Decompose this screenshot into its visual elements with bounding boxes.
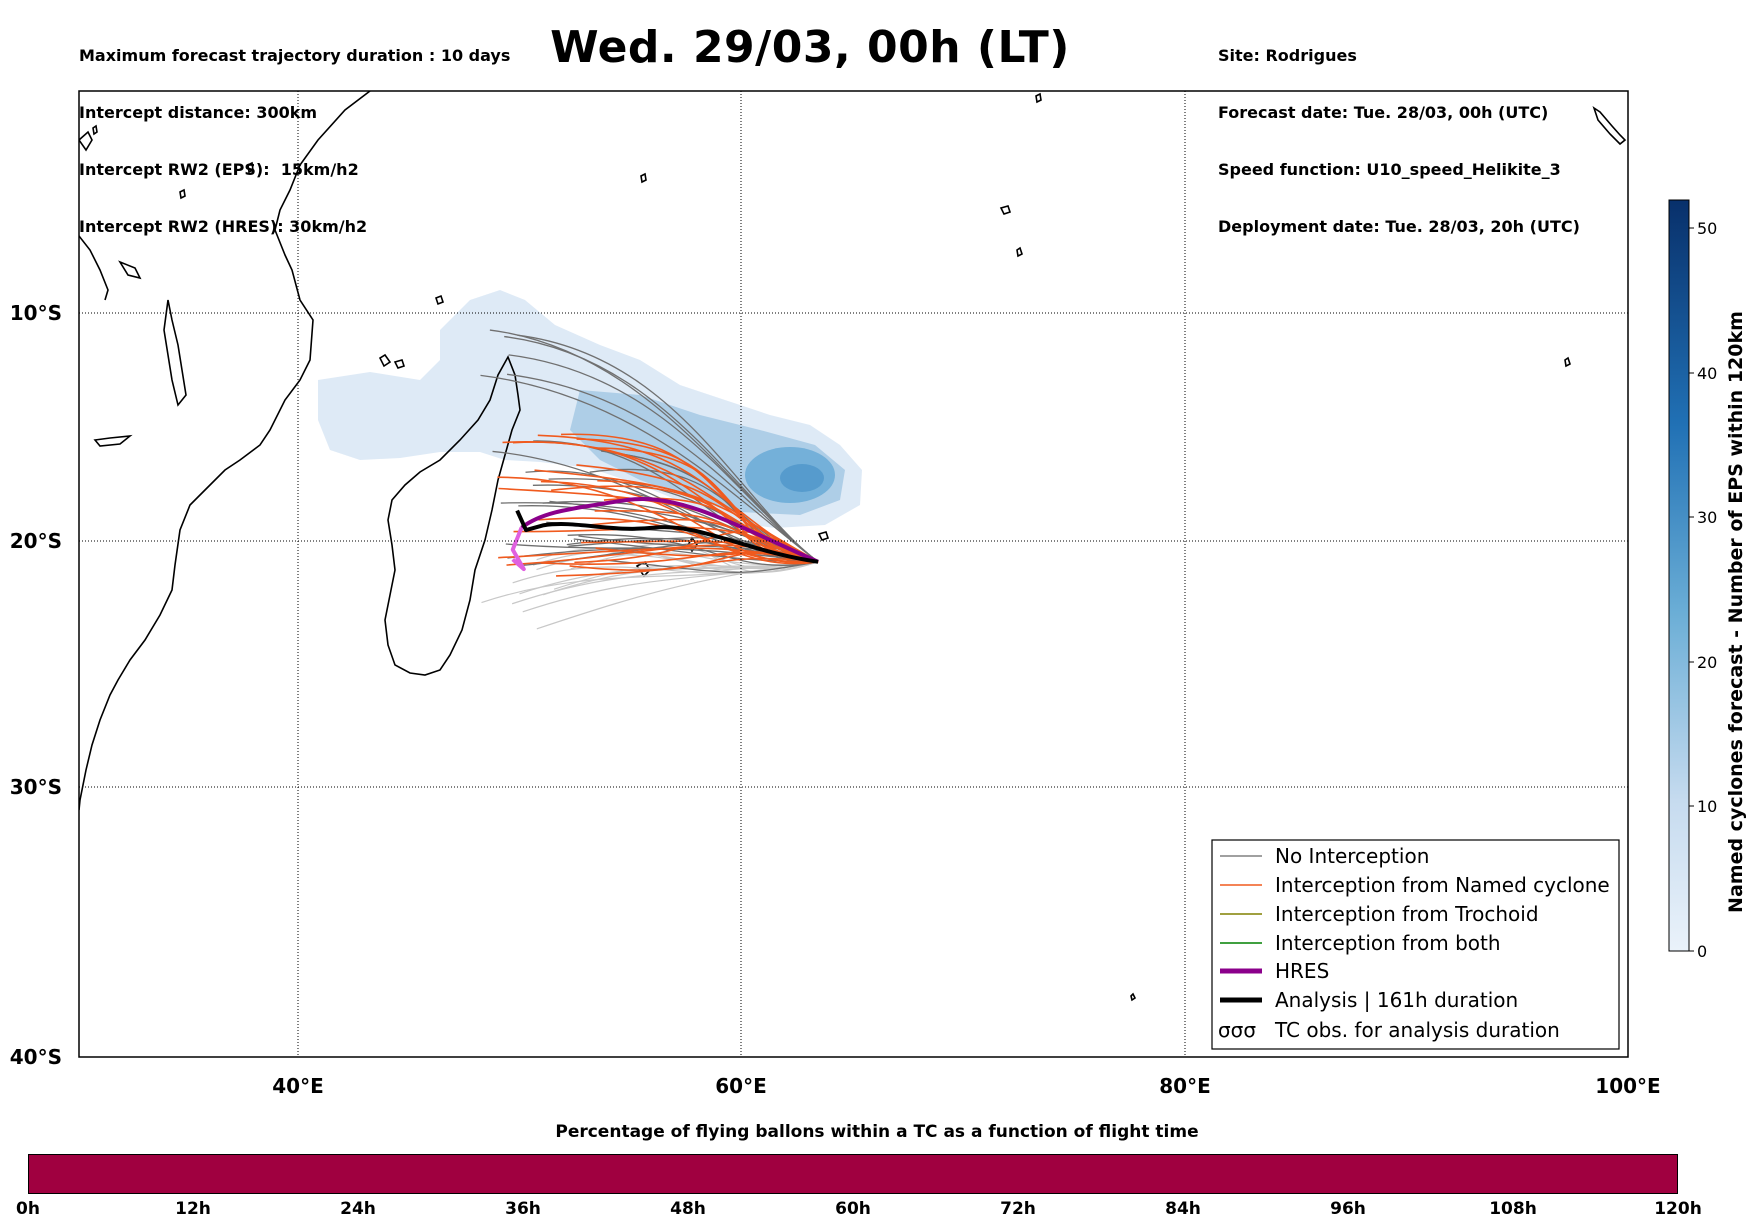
lon-tick: 40°E (272, 1074, 324, 1098)
info-line: Site: Rodrigues (1218, 46, 1357, 65)
trajectory-line (512, 441, 819, 563)
trajectory-line (567, 534, 819, 566)
trajectory-line (522, 561, 819, 613)
trajectory-line (506, 544, 819, 566)
page-title: Wed. 29/03, 00h (LT) (550, 22, 1070, 73)
timebar-tick: 108h (1489, 1199, 1537, 1219)
trajectories (480, 329, 819, 630)
legend-label: No Interception (1275, 844, 1429, 868)
lat-tick: 10°S (10, 301, 62, 325)
colorbar-tick: 0 (1697, 942, 1707, 961)
legend-label: Interception from Trochoid (1275, 902, 1539, 926)
trajectory-line (480, 374, 819, 563)
colorbar: 0 10 20 30 40 50 Named cyclones forecast… (1668, 199, 1747, 961)
timebar-tick: 84h (1165, 1199, 1201, 1219)
timebar-tick: 36h (505, 1199, 541, 1219)
info-line: Forecast date: Tue. 28/03, 00h (UTC) (1218, 103, 1549, 122)
lat-tick: 20°S (10, 529, 62, 553)
info-line: Maximum forecast trajectory duration : 1… (79, 46, 511, 65)
timebar-ticks: 0h 12h 24h 36h 48h 60h 72h 84h 96h 108h 120h (0, 1199, 1754, 1223)
colorbar-label: Named cyclones forecast - Number of EPS … (1725, 311, 1747, 913)
colorbar-tick: 50 (1697, 219, 1717, 238)
timebar-title: Percentage of flying ballons within a TC… (555, 1122, 1199, 1142)
timebar-tick: 120h (1654, 1199, 1702, 1219)
lon-tick: 80°E (1159, 1074, 1211, 1098)
colorbar-tick: 10 (1697, 797, 1717, 816)
analysis-track (515, 509, 819, 564)
info-line: Intercept distance: 300km (79, 103, 318, 122)
trajectory-line (606, 559, 819, 573)
colorbar-tick: 20 (1697, 653, 1717, 672)
site-info: Site: Rodrigues Forecast date: Tue. 28/0… (1218, 8, 1580, 255)
timebar-tick: 0h (16, 1199, 40, 1219)
forecast-parameters: Maximum forecast trajectory duration : 1… (79, 8, 510, 255)
lat-tick: 30°S (10, 775, 62, 799)
legend-label: TC obs. for analysis duration (1274, 1018, 1560, 1042)
timebar-tick: 24h (340, 1199, 376, 1219)
lon-tick: 60°E (715, 1074, 767, 1098)
map-frame (78, 90, 1629, 1058)
colorbar-tick: 30 (1697, 508, 1717, 527)
hres-track (520, 497, 819, 564)
cyclone-density-field (318, 290, 862, 528)
timebar-tick: 12h (175, 1199, 211, 1219)
info-line: Intercept RW2 (HRES): 30km/h2 (79, 217, 368, 236)
timebar-tick: 96h (1330, 1199, 1366, 1219)
trajectory-line (507, 547, 819, 563)
info-line: Speed function: U10_speed_Helikite_3 (1218, 160, 1561, 179)
longitude-ticks: 40°E 60°E 80°E 100°E (272, 1074, 1660, 1098)
latitude-ticks: 10°S 20°S 30°S 40°S (10, 301, 62, 1069)
timebar (28, 1154, 1678, 1194)
lat-tick: 40°S (10, 1045, 62, 1069)
colorbar-tick: 40 (1697, 364, 1717, 383)
trajectory-line (507, 373, 819, 563)
legend-label: Analysis | 161h duration (1275, 988, 1518, 1012)
legend: No Interception Interception from Named … (1211, 839, 1620, 1050)
trajectory-line (556, 557, 819, 577)
legend-label: Interception from Named cyclone (1275, 873, 1610, 897)
map-grid (79, 91, 1628, 1057)
info-line: Deployment date: Tue. 28/03, 20h (UTC) (1218, 217, 1580, 236)
legend-label: Interception from both (1275, 931, 1501, 955)
timebar-tick: 60h (835, 1199, 871, 1219)
timebar-tick: 48h (670, 1199, 706, 1219)
legend-label: HRES (1275, 959, 1329, 983)
hres-tail (510, 526, 526, 572)
tc-symbol-icon: σσσ (1218, 1018, 1256, 1042)
lon-tick: 100°E (1595, 1074, 1660, 1098)
info-line: Intercept RW2 (EPS): 15km/h2 (79, 160, 359, 179)
trajectory-line (508, 354, 819, 563)
timebar-tick: 72h (1000, 1199, 1036, 1219)
trajectory-line (536, 547, 819, 574)
trajectory-line (537, 434, 819, 563)
